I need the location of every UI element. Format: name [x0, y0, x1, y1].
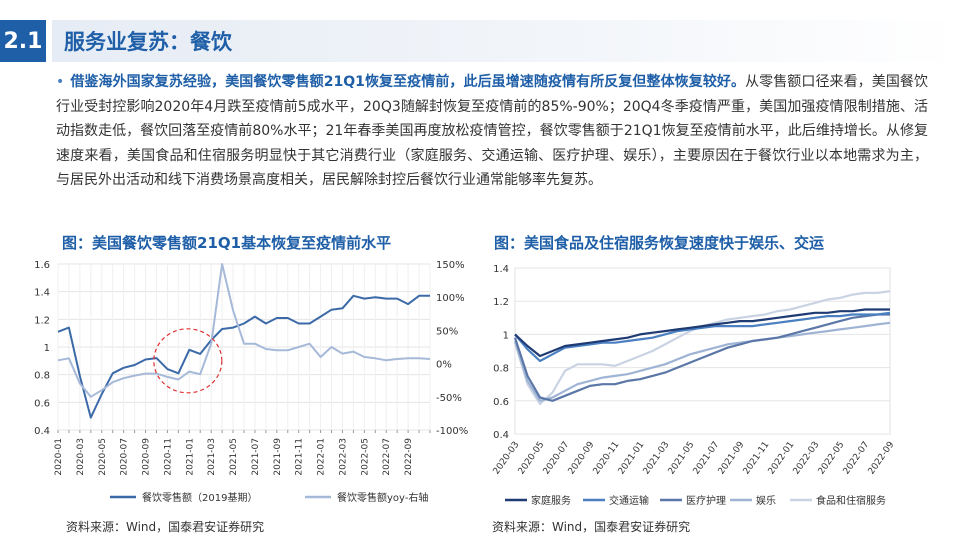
- y-tick-label: 1: [503, 330, 509, 341]
- series-line-recreation: [513, 321, 891, 402]
- x-tick-label: 2022-09: [404, 438, 414, 476]
- y-right-tick-label: 0%: [436, 360, 452, 371]
- y-right-tick-label: 50%: [436, 326, 458, 337]
- right-chart: 0.40.60.811.21.42020-032020-052020-07202…: [492, 264, 897, 507]
- y-tick-label: 1.4: [493, 264, 509, 275]
- section-badge: 2.1: [0, 20, 46, 62]
- y-left-tick-label: 1.6: [34, 260, 50, 271]
- series-line-household-services: [514, 308, 890, 358]
- y-left-tick-label: 0.4: [34, 426, 50, 437]
- bullet-dot-icon: •: [56, 74, 65, 90]
- x-tick-label: 2022-01: [317, 438, 327, 476]
- right-source-note: 资料来源：Wind，国泰君安证券研究: [492, 520, 691, 534]
- x-tick-label: 2021-05: [229, 438, 239, 476]
- left-chart: 0.4 0.6 0.8 1 1.2 1.4 1.6 -100% -50% 0% 50% 100% 150…: [34, 260, 468, 504]
- x-tick-label: 2021-11: [295, 438, 305, 476]
- x-tick-label: 2021-09: [273, 438, 283, 476]
- x-tick-label: 2020-01: [54, 438, 64, 476]
- legend-label: 家庭服务: [531, 494, 571, 507]
- y-right-tick-label: 100%: [436, 293, 465, 304]
- y-left-tick-label: 0.6: [34, 398, 50, 409]
- x-tick-label: 2021-01: [185, 438, 195, 476]
- legend-label: 餐饮零售额（2019基期）: [142, 491, 257, 504]
- y-tick-label: 0.4: [493, 430, 509, 441]
- x-tick-label: 2020-09: [142, 438, 152, 476]
- x-tick-label: 2020-05: [98, 438, 108, 476]
- x-tick-label: 2022-05: [360, 438, 370, 476]
- x-tick-label: 2020-07: [120, 438, 130, 476]
- x-tick-label: 2022-09: [867, 440, 897, 477]
- left-figure-title: 图：美国餐饮零售额21Q1基本恢复至疫情前水平: [62, 234, 392, 252]
- legend-label: 娱乐: [756, 494, 776, 507]
- x-tick-label: 2022-07: [382, 438, 392, 476]
- y-tick-label: 1.2: [493, 297, 509, 308]
- y-left-tick-label: 0.8: [34, 371, 50, 382]
- right-figure-title: 图：美国食品及住宿服务恢复速度快于娱乐、交运: [494, 234, 825, 252]
- x-tick-label: 2020-03: [76, 438, 86, 476]
- page-title-bar: 服务业复苏：餐饮: [52, 20, 960, 62]
- legend-label: 医疗护理: [686, 494, 726, 507]
- y-left-tick-label: 1.2: [34, 315, 50, 326]
- legend-label: 餐饮零售额yoy-右轴: [337, 491, 428, 504]
- y-right-tick-label: 150%: [436, 260, 465, 271]
- y-tick-label: 0.6: [493, 397, 509, 408]
- y-right-tick-label: -50%: [436, 393, 462, 404]
- series-line-transportation: [514, 311, 891, 363]
- annotation-circle: [153, 328, 223, 394]
- x-tick-label: 2020-11: [163, 438, 173, 476]
- x-tick-label: 2021-03: [207, 438, 217, 476]
- legend-label: 食品和住宿服务: [816, 494, 886, 507]
- body-paragraph: • 借鉴海外国家复苏经验，美国餐饮零售额21Q1恢复至疫情前，此后虽增速随疫情有所…: [56, 70, 928, 193]
- left-source-note: 资料来源：Wind，国泰君安证券研究: [66, 520, 265, 534]
- series-line-restaurant-sales: [57, 294, 430, 419]
- series-line-restaurant-yoy: [57, 263, 431, 398]
- series-line-health-care: [513, 313, 890, 402]
- y-right-tick-label: -100%: [436, 426, 468, 437]
- y-left-tick-label: 1.4: [34, 288, 50, 299]
- x-tick-label: 2021-07: [251, 438, 261, 476]
- y-left-tick-label: 1: [44, 343, 50, 354]
- x-tick-label: 2022-03: [338, 438, 348, 476]
- body-rest-text: 从零售额口径来看，美国餐饮行业受封控影响2020年4月跌至疫情前5成水平，20Q…: [56, 74, 928, 188]
- page-title: 服务业复苏：餐饮: [64, 30, 232, 54]
- legend-label: 交通运输: [609, 494, 649, 507]
- y-tick-label: 0.8: [493, 364, 509, 375]
- body-lead-sentence: 借鉴海外国家复苏经验，美国餐饮零售额21Q1恢复至疫情前，此后虽增速随疫情有所反…: [70, 74, 746, 90]
